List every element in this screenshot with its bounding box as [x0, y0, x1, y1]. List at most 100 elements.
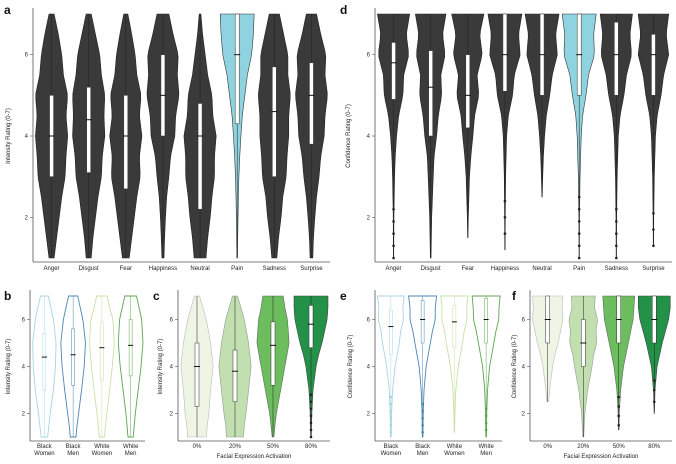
y-axis-label: Intensity Rating (0-7) [158, 339, 164, 395]
y-axis-label: Intensity Rating (0-7) [6, 339, 12, 395]
panel-label-a: a [4, 3, 11, 17]
outlier-point [484, 407, 488, 411]
panel-label-e: e [340, 289, 347, 303]
violin-c-2 [256, 295, 290, 438]
category-label: 80% [305, 444, 318, 450]
outlier-point [577, 207, 581, 211]
category-label: Neutral [190, 266, 209, 272]
outlier-point [421, 416, 424, 420]
category-label: White Men [123, 444, 139, 457]
panel-e: e 2 4 6 Confidence Rating (0-7) Black Women Bla… [340, 289, 502, 457]
outlier-point [652, 400, 656, 404]
violin-b-3 [117, 295, 144, 438]
violin-e-1 [408, 295, 438, 438]
iqr-box [270, 321, 276, 386]
category-label: Black Men [66, 444, 82, 457]
outlier-point [421, 423, 424, 427]
category-label: Happiness [491, 266, 519, 272]
iqr-box [194, 342, 200, 407]
y-tick-label: 6 [522, 318, 526, 324]
panel-label-d: d [340, 3, 347, 17]
category-label: Black Women [381, 444, 402, 457]
x-axis-label: Facial Expression Activation [564, 454, 639, 460]
iqr-box [272, 66, 277, 177]
category-label: 0% [193, 444, 202, 450]
outlier-point [652, 211, 655, 215]
outlier-point [389, 395, 393, 399]
y-tick-label: 6 [367, 53, 371, 59]
category-label: Neutral [532, 266, 551, 272]
outlier-point [389, 423, 393, 427]
outlier-point [615, 207, 618, 211]
violin-d-1 [415, 13, 447, 259]
iqr-box [484, 298, 488, 344]
violin-a-7 [295, 13, 328, 259]
iqr-box [502, 13, 508, 92]
violin-d-6 [599, 13, 633, 260]
category-label: Sadness [605, 266, 628, 272]
violin-a-0 [35, 13, 69, 259]
outlier-point [652, 388, 656, 392]
y-axis-label: Confidence Rating (0-7) [348, 335, 354, 399]
outlier-point [503, 199, 507, 203]
violin-a-2 [109, 13, 143, 259]
y-tick-label: 4 [367, 134, 371, 140]
violin-c-1 [218, 295, 252, 438]
iqr-box [420, 300, 425, 344]
y-tick-label: 6 [22, 318, 26, 324]
outlier-point [309, 435, 313, 439]
outlier-point [577, 195, 581, 199]
iqr-box [465, 54, 471, 129]
category-label: Pain [231, 266, 243, 272]
violin-e-2 [440, 295, 469, 433]
iqr-box [71, 328, 75, 386]
y-tick-label: 4 [22, 365, 26, 371]
category-label: 20% [229, 444, 242, 450]
panel-b: b 2 4 6 Intensity Rating (0-7) Black Women Blac… [4, 289, 145, 457]
iqr-box [123, 95, 129, 190]
category-label: 20% [577, 444, 590, 450]
iqr-box [197, 103, 203, 210]
panel-c: c 2 4 6 Intensity Rating (0-7) Facial Express… [153, 289, 330, 460]
iqr-box [614, 21, 619, 96]
iqr-box [309, 62, 314, 145]
category-label: Pain [573, 266, 585, 272]
outlier-point [577, 220, 581, 223]
outlier-point [392, 220, 395, 223]
y-axis-label: Confidence Rating (0-7) [346, 104, 352, 168]
y-tick-label: 4 [367, 365, 371, 371]
outlier-point [392, 244, 395, 248]
category-label: White Men [478, 444, 494, 457]
outlier-point [421, 402, 424, 406]
outlier-point [615, 256, 618, 260]
violin-a-6 [258, 13, 291, 259]
category-label: Disgust [79, 266, 99, 272]
category-label: 50% [613, 444, 626, 450]
category-label: Black Women [34, 444, 55, 457]
panel-a: a 2 4 6 Intensity Rating (0-7) Anger Disgust Fe… [4, 3, 330, 272]
outlier-point [484, 421, 488, 425]
outlier-point [309, 428, 313, 432]
violin-d-7 [637, 13, 670, 248]
violin-b-0 [32, 295, 57, 438]
panel-f: f 2 4 6 Confidence Rating (0-7) Facial Expres… [512, 289, 672, 460]
outlier-point [392, 207, 395, 211]
outlier-point [389, 402, 393, 406]
violin-f-3 [637, 295, 671, 414]
iqr-box [234, 13, 240, 125]
iqr-box [308, 305, 314, 348]
outlier-point [617, 414, 621, 418]
category-label: White Women [444, 444, 465, 457]
category-label: Sadness [263, 266, 286, 272]
category-label: Anger [386, 266, 402, 272]
outlier-point [392, 232, 395, 235]
violin-d-4 [524, 13, 560, 198]
outlier-point [617, 395, 621, 399]
y-tick-label: 2 [170, 412, 174, 418]
outlier-point [652, 244, 655, 248]
y-tick-label: 4 [522, 365, 526, 371]
category-label: Fear [462, 266, 474, 272]
violin-d-5 [561, 13, 597, 260]
category-label: 80% [648, 444, 661, 450]
outlier-point [577, 244, 581, 248]
